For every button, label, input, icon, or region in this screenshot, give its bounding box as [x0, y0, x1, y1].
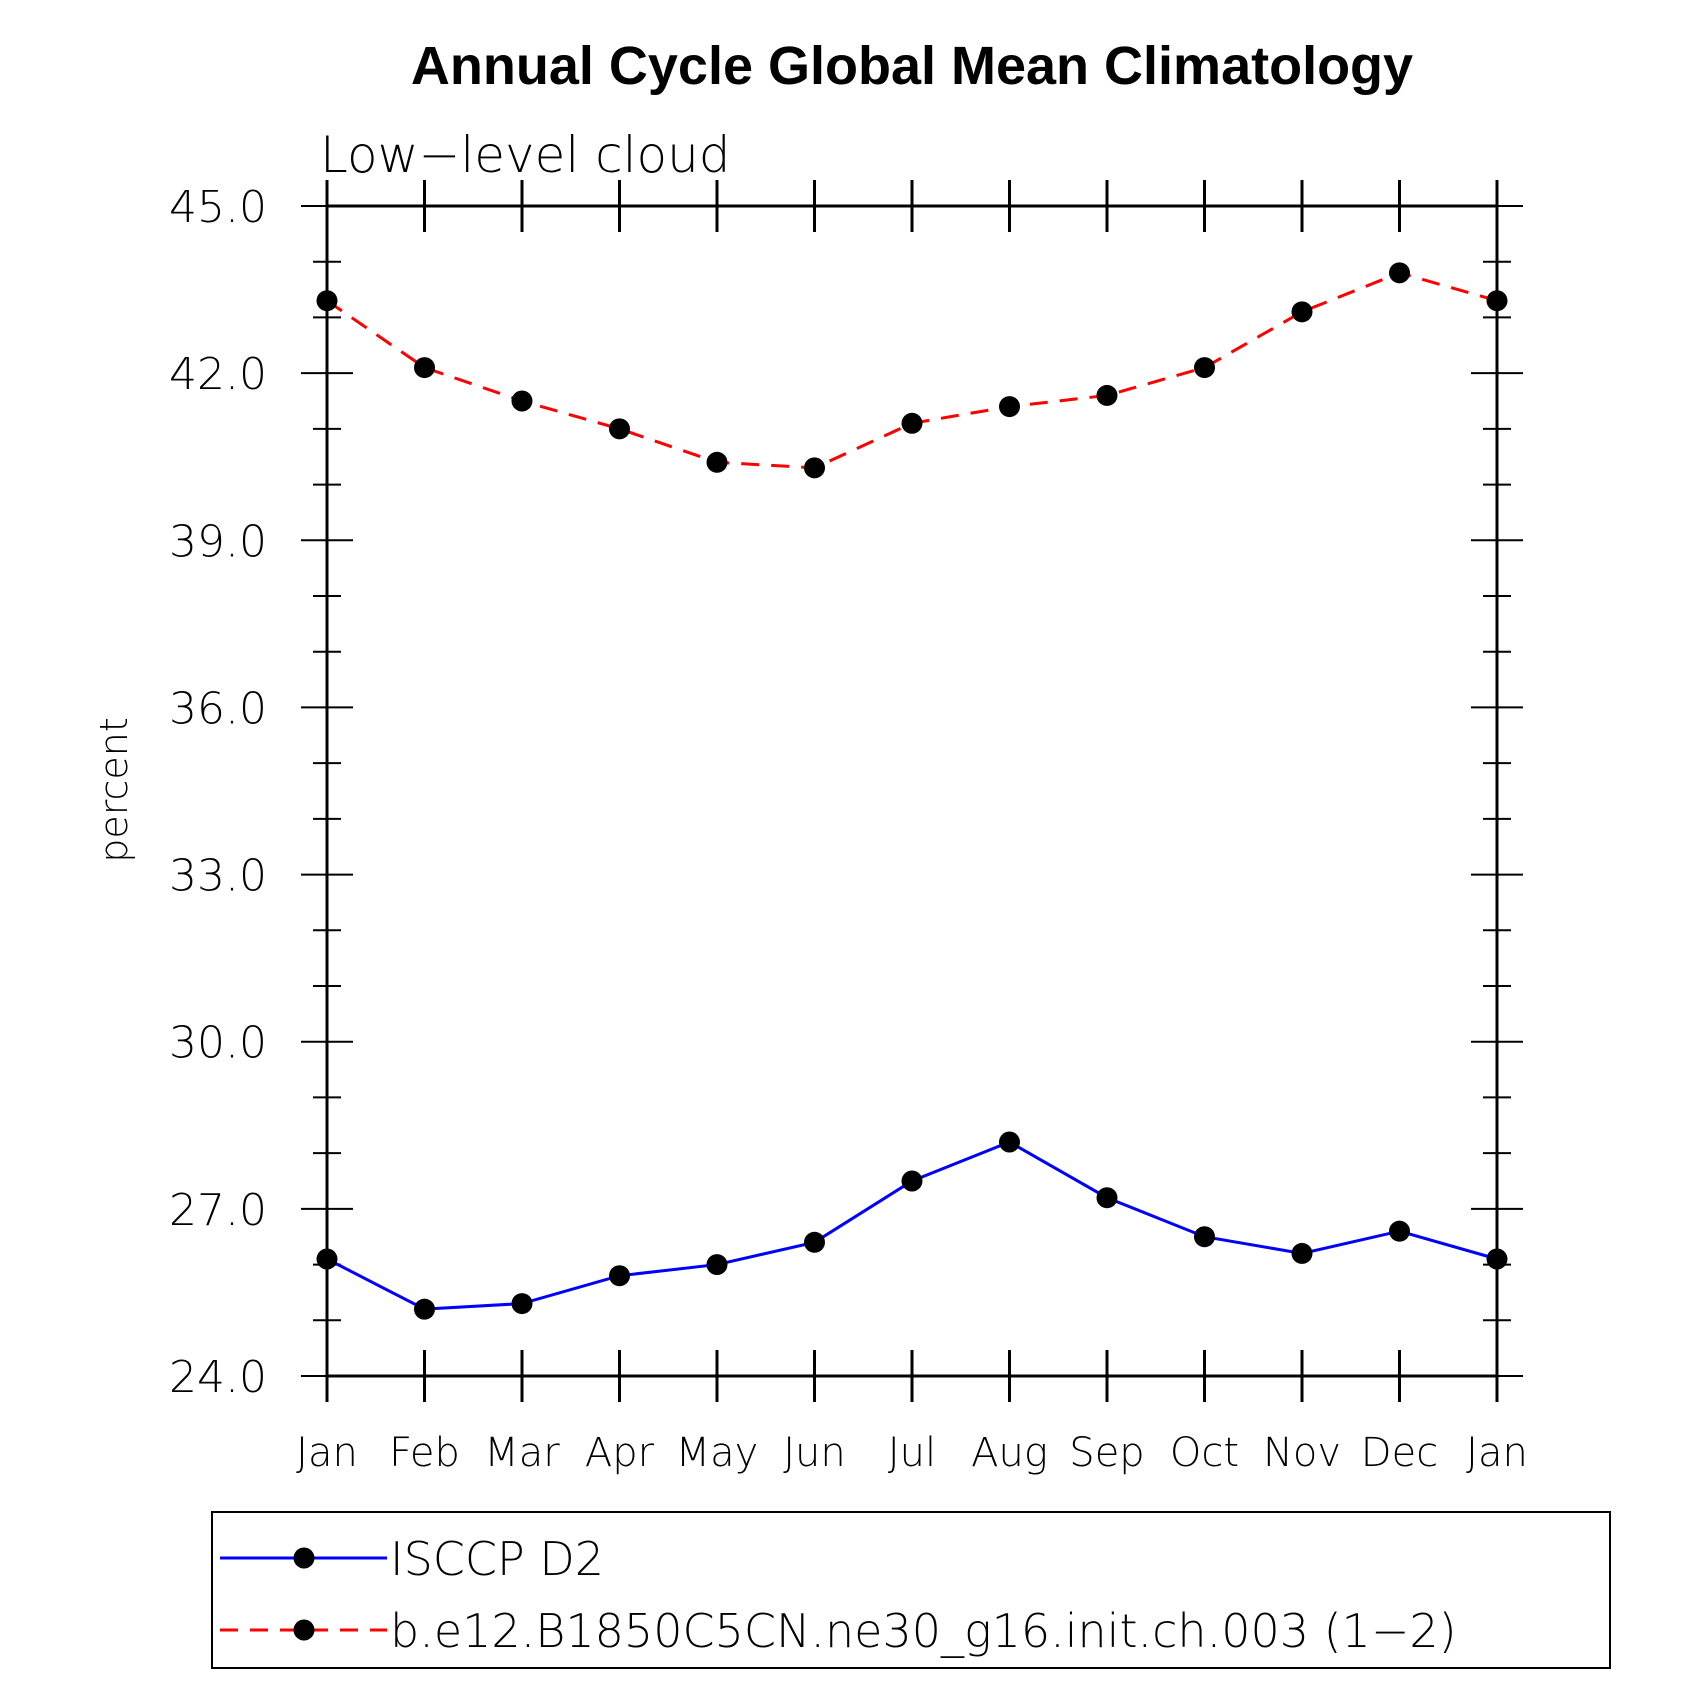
data-point — [1486, 290, 1508, 312]
data-point — [609, 1265, 630, 1287]
legend-item-2: b.e12.B1850C5CN.ne30_g16.init.ch.003 (1−… — [220, 1604, 1457, 1658]
data-point — [1291, 1242, 1313, 1264]
data-point — [1194, 357, 1215, 379]
data-point — [706, 451, 728, 473]
x-tick-label: Jan — [1466, 1430, 1528, 1476]
legend-marker — [293, 1547, 315, 1569]
data-point — [901, 1170, 923, 1192]
legend-marker — [293, 1619, 315, 1641]
data-point — [804, 1231, 825, 1253]
x-tick-label: Oct — [1170, 1430, 1239, 1476]
x-tick-label: Aug — [971, 1430, 1048, 1476]
legend: ISCCP D2 b.e12.B1850C5CN.ne30_g16.init.ch… — [220, 1532, 1457, 1658]
x-tick-label: Nov — [1263, 1430, 1341, 1476]
y-tick-label: 30.0 — [169, 1018, 267, 1069]
data-point — [1389, 262, 1410, 284]
data-point — [1096, 384, 1118, 406]
legend-item-1: ISCCP D2 — [220, 1532, 604, 1586]
x-tick-label: May — [676, 1430, 759, 1476]
data-point — [901, 412, 923, 434]
data-point — [511, 1293, 533, 1315]
chart-subtitle: Low−level cloud — [320, 126, 731, 184]
y-tick-label: 36.0 — [169, 683, 267, 734]
data-point — [706, 1254, 728, 1276]
data-point — [1194, 1226, 1215, 1248]
x-tick-label: Jan — [296, 1430, 358, 1476]
x-tick-label: Sep — [1069, 1430, 1144, 1476]
data-point — [999, 1131, 1020, 1153]
y-tick-label: 33.0 — [169, 851, 267, 902]
series-1 — [316, 1131, 1508, 1320]
legend-label: ISCCP D2 — [390, 1532, 604, 1586]
data-point — [316, 1248, 338, 1270]
data-point — [804, 457, 825, 479]
x-tick-label: Feb — [389, 1430, 460, 1476]
y-tick-label: 27.0 — [169, 1185, 267, 1236]
data-point — [1389, 1220, 1410, 1242]
series-line — [326, 271, 1498, 470]
y-tick-label: 42.0 — [169, 349, 267, 400]
x-tick-label: Jul — [888, 1430, 936, 1476]
data-point — [1486, 1248, 1508, 1270]
y-tick-label: 39.0 — [169, 516, 267, 567]
data-point — [316, 290, 338, 312]
y-axis-label: percent — [92, 717, 136, 863]
x-tick-label: Jun — [783, 1430, 846, 1476]
y-tick-label: 45.0 — [169, 182, 267, 233]
chart-title: Annual Cycle Global Mean Climatology — [411, 36, 1413, 96]
y-tick-label: 24.0 — [169, 1352, 267, 1403]
data-point — [1096, 1187, 1118, 1209]
x-tick-label: Mar — [484, 1430, 560, 1476]
series-layer — [316, 262, 1508, 1320]
data-point — [414, 1298, 435, 1320]
data-point — [999, 396, 1020, 418]
tick-labels: Jan Feb Mar Apr May Jun Jul Aug Sep Oct Nov Dec Jan 2… — [169, 182, 1528, 1476]
x-tick-label: Apr — [585, 1430, 655, 1476]
data-point — [1291, 301, 1313, 323]
data-point — [609, 418, 630, 440]
data-point — [511, 390, 533, 412]
series-2 — [316, 262, 1508, 479]
axis-ticks — [301, 180, 1523, 1402]
x-tick-label: Dec — [1361, 1430, 1438, 1476]
series-line — [326, 1140, 1498, 1311]
legend-label: b.e12.B1850C5CN.ne30_g16.init.ch.003 (1−… — [390, 1604, 1457, 1658]
data-point — [414, 357, 435, 379]
legend-box — [211, 1511, 1611, 1669]
plot-frame — [325, 204, 1499, 1378]
